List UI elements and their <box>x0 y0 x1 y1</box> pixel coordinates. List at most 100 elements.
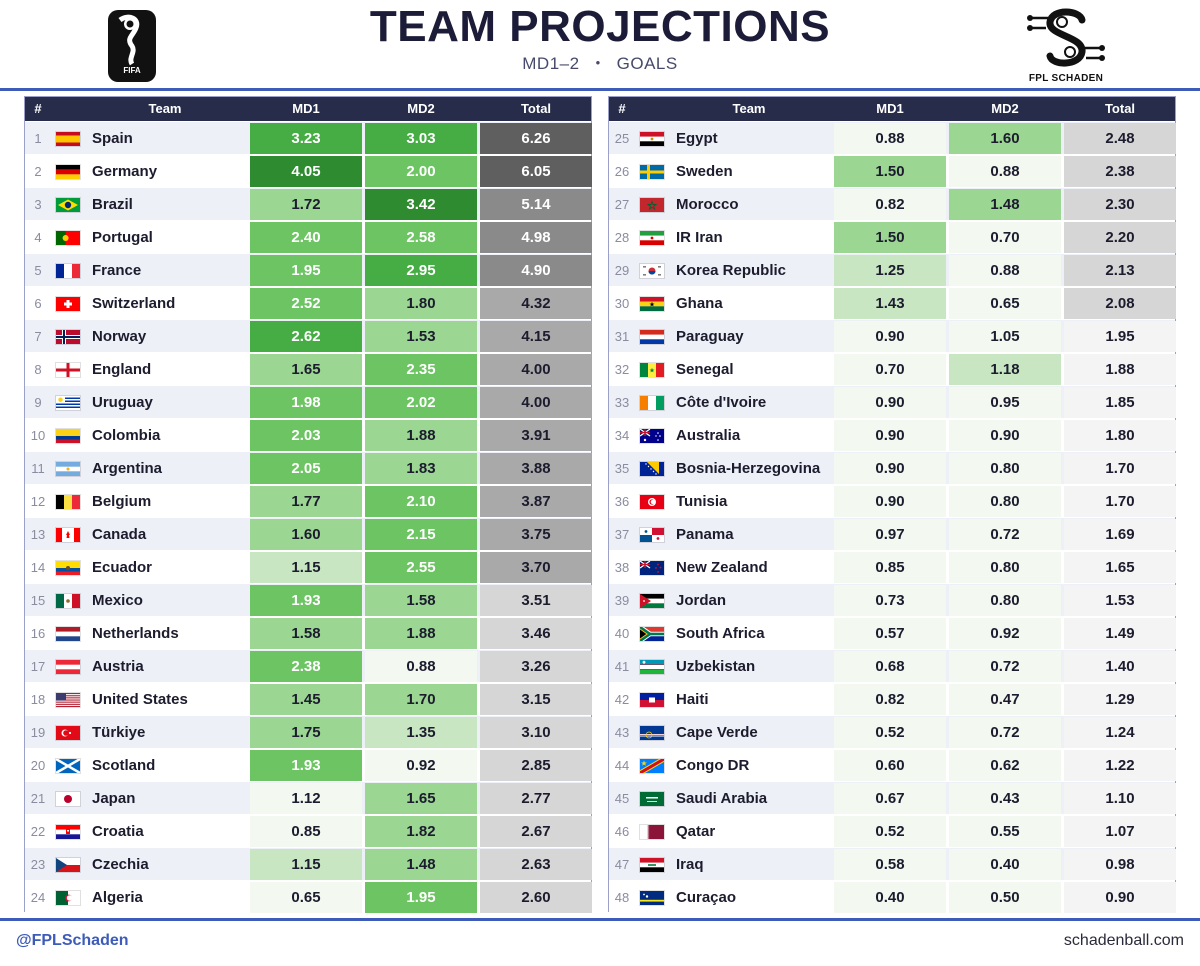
rank-cell: 36 <box>614 494 630 509</box>
md2-cell: 0.65 <box>949 288 1061 319</box>
md2-cell: 0.88 <box>365 651 477 682</box>
md1-cell: 2.40 <box>250 222 362 253</box>
rank-cell: 40 <box>614 626 630 641</box>
rank-cell: 11 <box>31 461 45 476</box>
md1-cell: 0.90 <box>834 486 946 517</box>
md2-cell: 0.92 <box>949 618 1061 649</box>
total-cell: 1.07 <box>1064 816 1176 847</box>
md1-cell: 3.23 <box>250 123 362 154</box>
rank-cell: 16 <box>30 626 46 641</box>
col-md2-header: MD2 <box>407 101 435 116</box>
md2-cell: 3.42 <box>365 189 477 220</box>
sweden-flag <box>640 165 664 179</box>
rank-cell: 23 <box>30 857 46 872</box>
team-name: Morocco <box>676 196 739 213</box>
total-cell: 0.98 <box>1064 849 1176 880</box>
md2-cell: 2.10 <box>365 486 477 517</box>
total-cell: 1.22 <box>1064 750 1176 781</box>
iraq-flag <box>640 858 664 872</box>
md2-cell: 1.05 <box>949 321 1061 352</box>
korea-flag <box>640 264 664 278</box>
rank-cell: 38 <box>614 560 630 575</box>
total-cell: 3.15 <box>480 684 592 715</box>
uzbekistan-flag <box>640 660 664 674</box>
rank-cell: 22 <box>30 824 46 839</box>
md1-cell: 1.93 <box>250 585 362 616</box>
total-cell: 3.10 <box>480 717 592 748</box>
france-flag <box>56 264 80 278</box>
table-row: 25 Egypt 0.88 1.60 2.48 <box>609 122 1176 155</box>
argentina-flag <box>56 462 80 476</box>
md2-cell: 1.48 <box>365 849 477 880</box>
team-name: Ecuador <box>92 559 153 576</box>
table-row: 47 Iraq 0.58 0.40 0.98 <box>609 848 1176 881</box>
md1-cell: 4.05 <box>250 156 362 187</box>
ecuador-flag <box>56 561 80 575</box>
table-row: 15 Mexico 1.93 1.58 3.51 <box>25 584 592 617</box>
table-row: 2 Germany 4.05 2.00 6.05 <box>25 155 592 188</box>
fifa-logo-text: FIFA <box>123 66 141 75</box>
rank-cell: 8 <box>34 362 42 377</box>
md1-cell: 0.88 <box>834 123 946 154</box>
total-cell: 1.80 <box>1064 420 1176 451</box>
total-cell: 2.67 <box>480 816 592 847</box>
md2-cell: 1.95 <box>365 882 477 913</box>
rank-cell: 20 <box>30 758 46 773</box>
total-cell: 1.85 <box>1064 387 1176 418</box>
md2-cell: 2.58 <box>365 222 477 253</box>
table-row: 23 Czechia 1.15 1.48 2.63 <box>25 848 592 881</box>
total-cell: 3.87 <box>480 486 592 517</box>
team-name: Panama <box>676 526 734 543</box>
team-name: Qatar <box>676 823 716 840</box>
col-rank-header: # <box>618 101 626 116</box>
md1-cell: 0.65 <box>250 882 362 913</box>
team-name: Argentina <box>92 460 163 477</box>
rank-cell: 44 <box>614 758 630 773</box>
rank-cell: 46 <box>614 824 630 839</box>
team-name: Switzerland <box>92 295 176 312</box>
table-row: 33 Côte d'Ivoire 0.90 0.95 1.85 <box>609 386 1176 419</box>
total-cell: 2.20 <box>1064 222 1176 253</box>
team-name: IR Iran <box>676 229 723 246</box>
team-name: Haiti <box>676 691 709 708</box>
table-body-left: 1 Spain 3.23 3.03 6.26 2 Germany 4.05 2.00 6.05 3 B… <box>25 122 592 914</box>
md1-cell: 2.62 <box>250 321 362 352</box>
total-cell: 6.05 <box>480 156 592 187</box>
footer-site[interactable]: schadenball.com <box>1063 932 1184 949</box>
md2-cell: 0.50 <box>949 882 1061 913</box>
md2-cell: 2.02 <box>365 387 477 418</box>
turkiye-flag <box>56 726 80 740</box>
md2-cell: 2.55 <box>365 552 477 583</box>
md2-cell: 1.80 <box>365 288 477 319</box>
md1-cell: 1.12 <box>250 783 362 814</box>
total-cell: 1.24 <box>1064 717 1176 748</box>
rank-cell: 39 <box>614 593 630 608</box>
australia-flag <box>640 429 664 443</box>
md1-cell: 2.03 <box>250 420 362 451</box>
total-cell: 1.69 <box>1064 519 1176 550</box>
md2-cell: 0.95 <box>949 387 1061 418</box>
fpl-schaden-logo: FPL SCHADEN <box>1022 6 1110 88</box>
col-team-header: Team <box>148 101 182 116</box>
england-flag <box>56 363 80 377</box>
team-name: Mexico <box>92 592 143 609</box>
table-row: 6 Switzerland 2.52 1.80 4.32 <box>25 287 592 320</box>
md1-cell: 0.90 <box>834 387 946 418</box>
md2-cell: 2.35 <box>365 354 477 385</box>
table-row: 22 Croatia 0.85 1.82 2.67 <box>25 815 592 848</box>
total-cell: 2.08 <box>1064 288 1176 319</box>
rank-cell: 19 <box>30 725 46 740</box>
spain-flag <box>56 132 80 146</box>
md2-cell: 1.48 <box>949 189 1061 220</box>
total-cell: 1.53 <box>1064 585 1176 616</box>
team-name: Australia <box>676 427 741 444</box>
team-name: Portugal <box>92 229 153 246</box>
md1-cell: 1.77 <box>250 486 362 517</box>
rank-cell: 17 <box>30 659 46 674</box>
table-row: 37 Panama 0.97 0.72 1.69 <box>609 518 1176 551</box>
total-cell: 3.88 <box>480 453 592 484</box>
rank-cell: 12 <box>30 494 46 509</box>
south-africa-flag <box>640 627 664 641</box>
footer-handle[interactable]: @FPLSchaden <box>16 932 129 949</box>
md2-cell: 0.40 <box>949 849 1061 880</box>
